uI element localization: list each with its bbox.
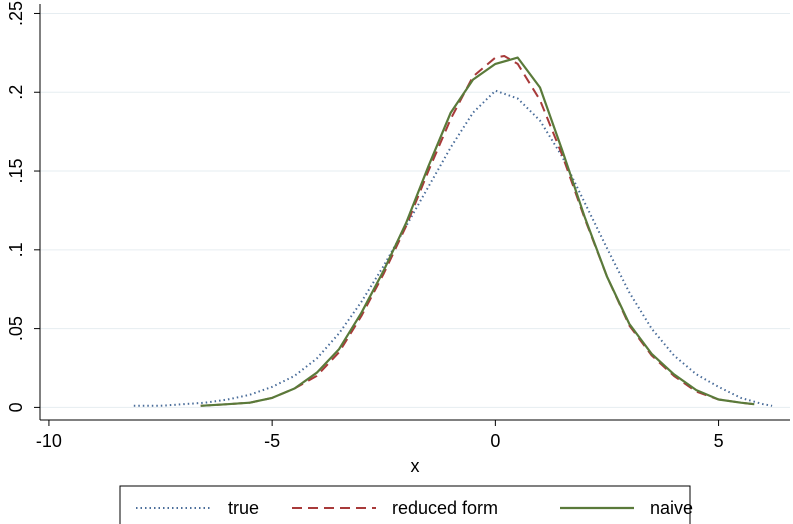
y-tick-label: .05 bbox=[6, 316, 26, 341]
x-tick-label: -10 bbox=[36, 431, 62, 451]
gridlines bbox=[40, 12, 790, 408]
axes bbox=[39, 4, 790, 421]
x-tick-label: 0 bbox=[490, 431, 500, 451]
y-tick-label: .25 bbox=[6, 1, 26, 26]
x-tick-label: 5 bbox=[714, 431, 724, 451]
series-lines bbox=[133, 55, 773, 407]
legend-label: reduced form bbox=[392, 498, 498, 518]
y-tick-label: .15 bbox=[6, 159, 26, 184]
series-line-naive bbox=[200, 56, 755, 407]
legend: true reduced form naive bbox=[119, 485, 693, 524]
legend-label: naive bbox=[650, 498, 693, 518]
tick-labels: 0 .05 .1 .15 .2 .25 -10 -5 0 5 bbox=[6, 1, 724, 451]
x-axis-title: x bbox=[411, 456, 420, 476]
y-tick-label: 0 bbox=[6, 402, 26, 412]
y-tick-label: .2 bbox=[6, 85, 26, 100]
x-tick-label: -5 bbox=[264, 431, 280, 451]
legend-box bbox=[119, 485, 691, 524]
legend-label: true bbox=[228, 498, 259, 518]
y-tick-label: .1 bbox=[6, 242, 26, 257]
series-line-true bbox=[133, 89, 773, 407]
